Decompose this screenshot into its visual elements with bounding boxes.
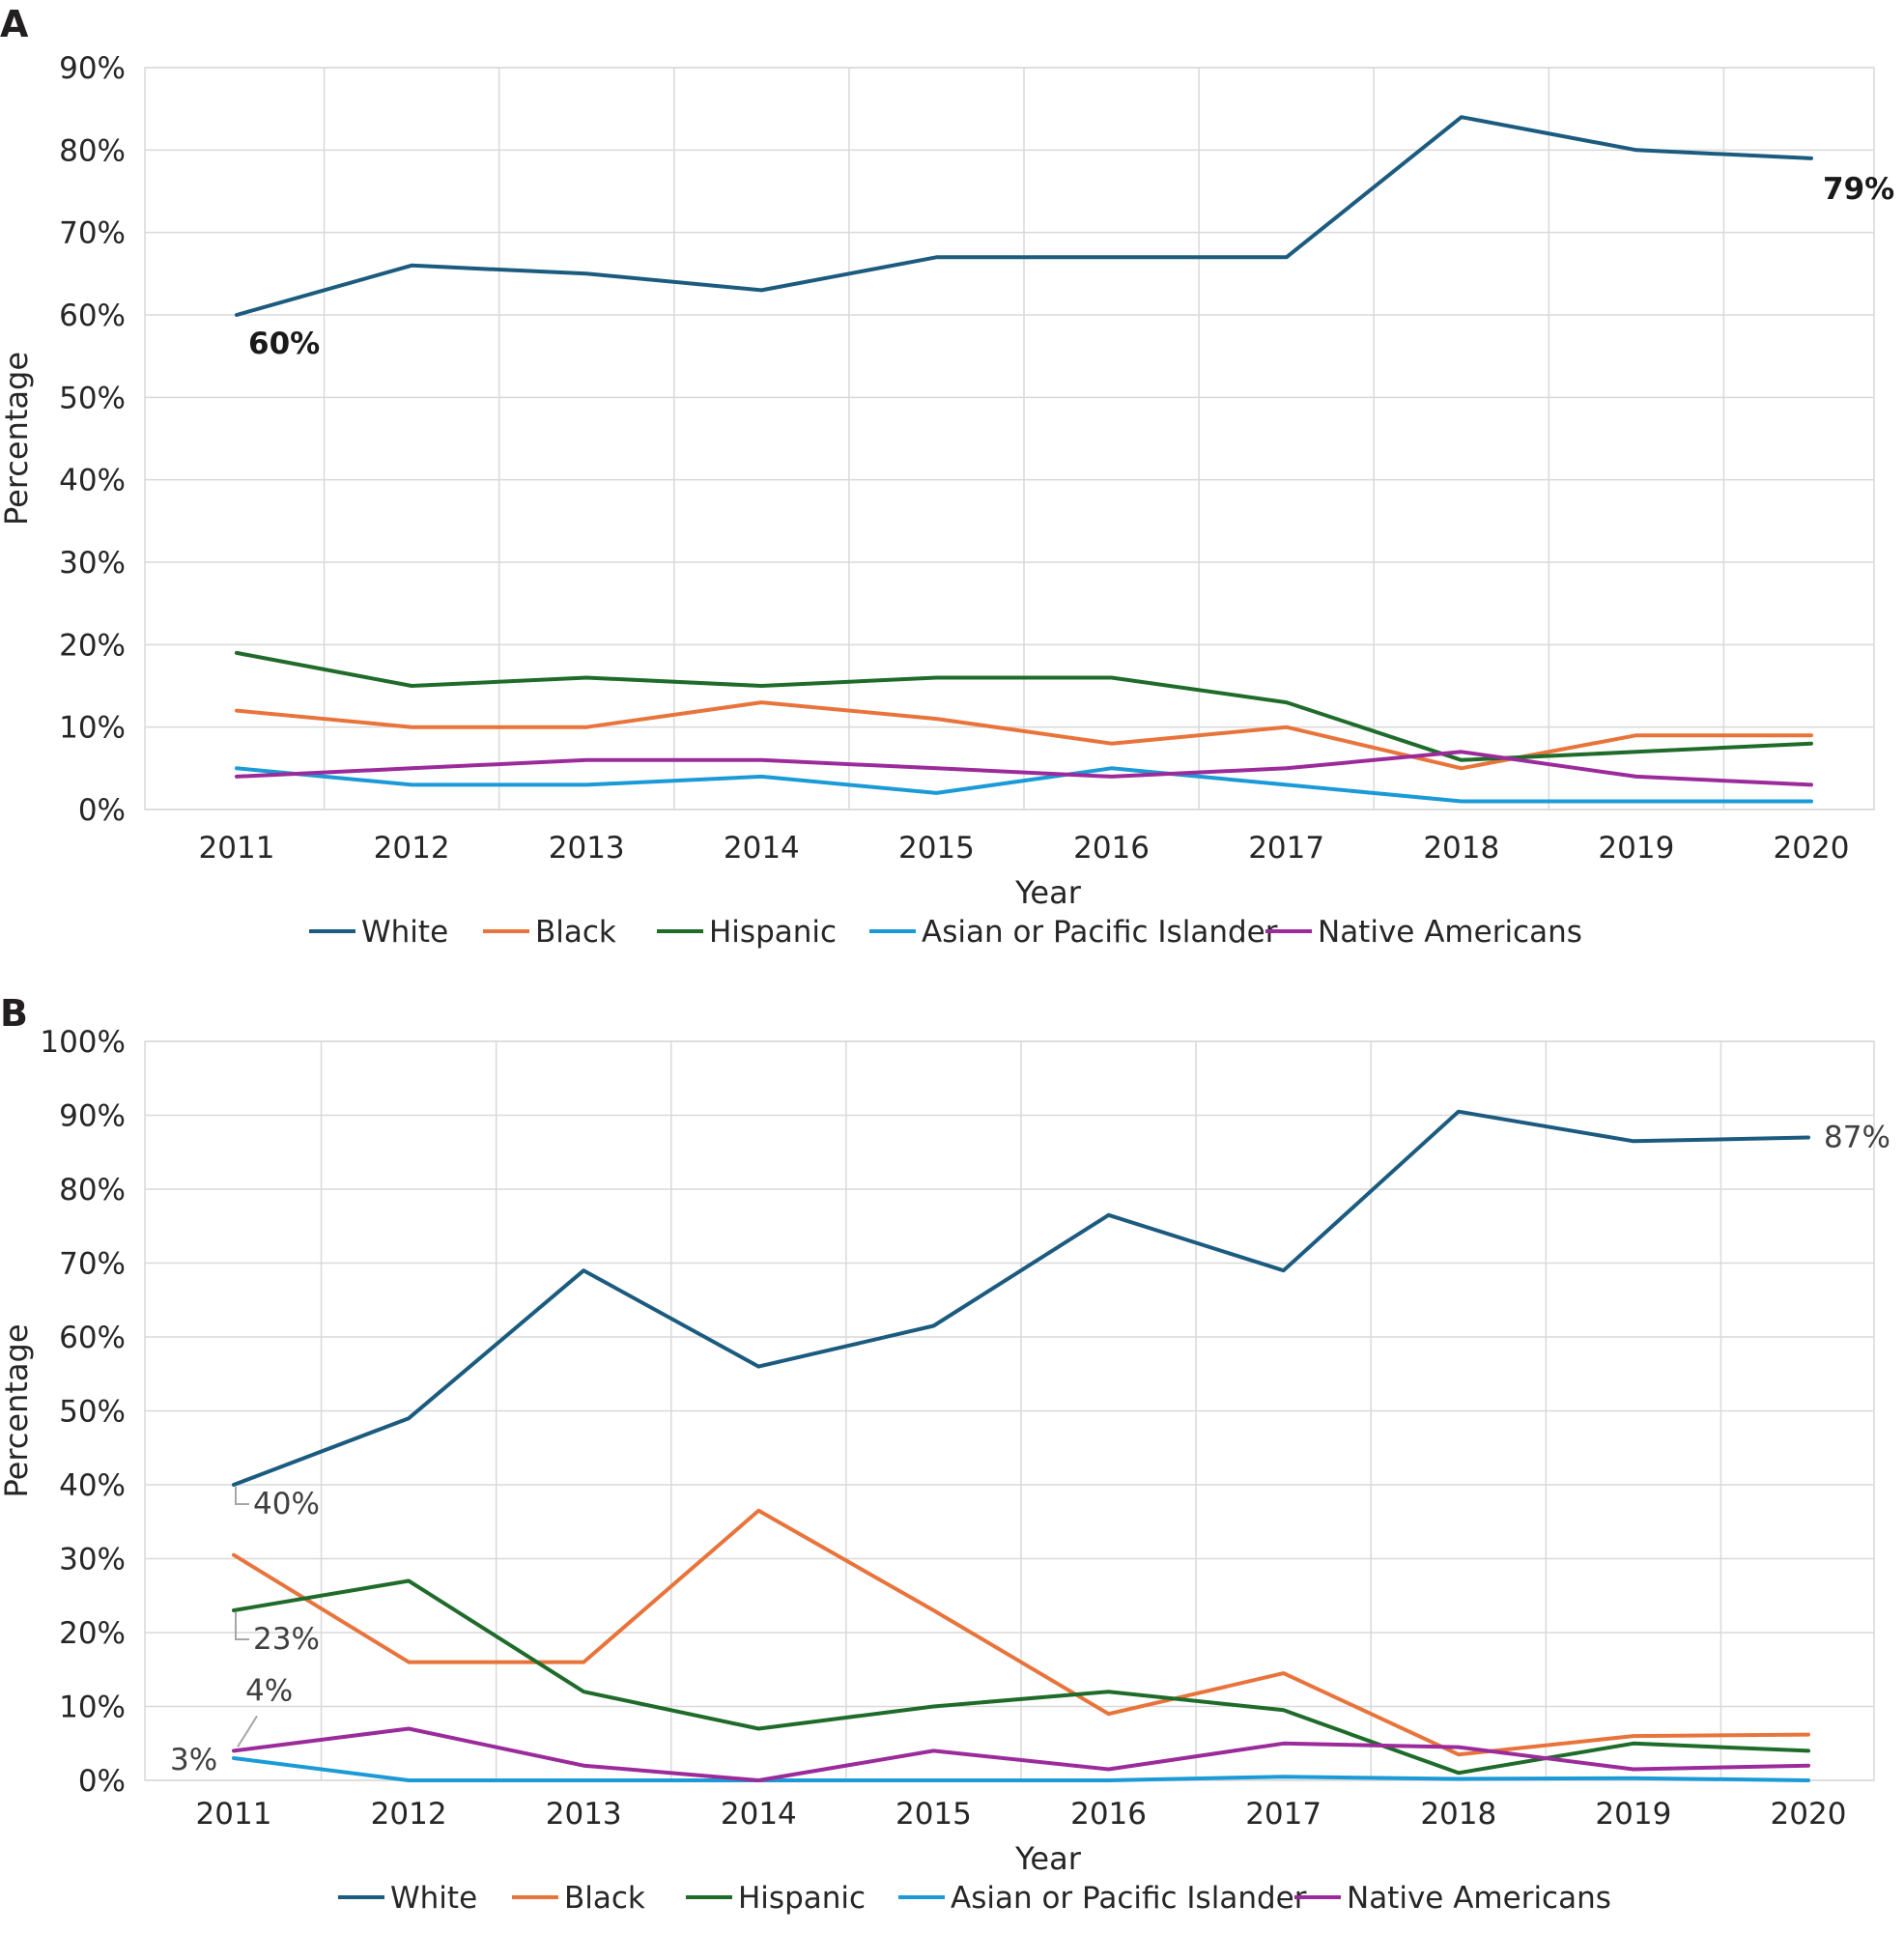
legend-label: Hispanic bbox=[738, 1881, 866, 1916]
chart-panel-a: A 0% 10% 20% 30% 40% 50% 60% 70% 80% 90% 2011 2012 20… bbox=[0, 3, 1894, 950]
y-tick-label: 0% bbox=[78, 793, 126, 828]
series-line-white bbox=[235, 115, 1813, 317]
y-tick-label: 30% bbox=[59, 546, 126, 581]
y-tick-label: 20% bbox=[59, 628, 126, 663]
data-label: 40% bbox=[253, 1487, 320, 1521]
annotation-connector bbox=[235, 1612, 249, 1641]
series-line-black bbox=[235, 700, 1813, 771]
x-tick-label: 2017 bbox=[1248, 831, 1324, 866]
data-label: 3% bbox=[170, 1743, 217, 1777]
y-tick-label: 70% bbox=[59, 216, 126, 251]
data-label: 23% bbox=[253, 1622, 320, 1657]
x-tick-label: 2016 bbox=[1070, 1797, 1147, 1832]
x-tick-label: 2012 bbox=[374, 831, 450, 866]
x-axis-title: Year bbox=[1014, 1840, 1082, 1877]
series-line-asian-or-pacific-islander bbox=[235, 766, 1813, 804]
legend-label: Asian or Pacific Islander bbox=[951, 1881, 1307, 1916]
legend-label: White bbox=[390, 1881, 477, 1916]
x-tick-label: 2017 bbox=[1245, 1797, 1321, 1832]
y-tick-label: 50% bbox=[59, 381, 126, 415]
annotation-connector bbox=[235, 1487, 249, 1505]
y-tick-label: 100% bbox=[40, 1025, 126, 1060]
y-tick-label: 70% bbox=[59, 1247, 126, 1282]
data-label: 79% bbox=[1823, 172, 1894, 207]
y-axis-title: Percentage bbox=[0, 352, 35, 526]
x-tick-label: 2015 bbox=[895, 1797, 972, 1832]
y-tick-label: 30% bbox=[59, 1543, 126, 1578]
legend: White Black Hispanic Asian or Pacific Islan… bbox=[338, 1881, 1611, 1916]
x-tick-label: 2015 bbox=[898, 831, 975, 866]
x-tick-label: 2019 bbox=[1598, 831, 1674, 866]
x-tick-label: 2014 bbox=[721, 1797, 797, 1832]
data-label: 60% bbox=[248, 327, 320, 361]
x-tick-label: 2018 bbox=[1420, 1797, 1496, 1832]
x-tick-label: 2012 bbox=[371, 1797, 447, 1832]
x-tick-label: 2020 bbox=[1774, 831, 1850, 866]
legend-label: Asian or Pacific Islander bbox=[922, 915, 1278, 950]
y-tick-label: 20% bbox=[59, 1616, 126, 1651]
y-tick-label: 60% bbox=[59, 298, 126, 333]
y-tick-label: 40% bbox=[59, 1468, 126, 1503]
legend-label: Native Americans bbox=[1347, 1881, 1611, 1916]
y-tick-label: 90% bbox=[59, 51, 126, 86]
x-tick-label: 2016 bbox=[1073, 831, 1150, 866]
series-line-native-americans bbox=[232, 1726, 1810, 1782]
x-axis-title: Year bbox=[1014, 874, 1082, 911]
y-tick-label: 50% bbox=[59, 1395, 126, 1430]
legend-label: White bbox=[361, 915, 448, 950]
x-tick-label: 2014 bbox=[724, 831, 800, 866]
x-tick-label: 2018 bbox=[1423, 831, 1499, 866]
data-label: 87% bbox=[1824, 1120, 1890, 1154]
y-tick-label: 60% bbox=[59, 1321, 126, 1355]
series-line-black bbox=[232, 1508, 1810, 1757]
y-tick-label: 10% bbox=[59, 711, 126, 746]
x-tick-label: 2020 bbox=[1771, 1797, 1847, 1832]
panel-label: B bbox=[0, 992, 28, 1035]
y-tick-label: 80% bbox=[59, 1173, 126, 1208]
y-tick-label: 90% bbox=[59, 1099, 126, 1134]
legend: White Black Hispanic Asian or Pacific Islan… bbox=[309, 915, 1582, 950]
data-label: 4% bbox=[245, 1673, 293, 1708]
panel-label: A bbox=[0, 3, 29, 45]
legend-label: Black bbox=[535, 915, 616, 950]
plot-area bbox=[144, 67, 1875, 810]
legend-label: Black bbox=[564, 1881, 645, 1916]
x-tick-label: 2011 bbox=[196, 1797, 272, 1832]
y-tick-label: 40% bbox=[59, 464, 126, 498]
annotation-connector bbox=[237, 1715, 258, 1748]
series-line-native-americans bbox=[235, 750, 1813, 787]
y-axis-title: Percentage bbox=[0, 1323, 35, 1497]
x-tick-label: 2019 bbox=[1595, 1797, 1671, 1832]
x-tick-label: 2013 bbox=[546, 1797, 622, 1832]
x-tick-label: 2013 bbox=[549, 831, 625, 866]
legend-label: Hispanic bbox=[709, 915, 837, 950]
series-line-hispanic bbox=[235, 650, 1813, 762]
y-tick-label: 80% bbox=[59, 133, 126, 168]
legend-label: Native Americans bbox=[1318, 915, 1582, 950]
series-line-white bbox=[232, 1109, 1810, 1487]
y-tick-label: 10% bbox=[59, 1691, 126, 1725]
chart-panel-b: B 0% 10% 20% 30% 40% 50% 60% 70% 80% 90% 100% 2011 20… bbox=[0, 992, 1890, 1916]
y-tick-label: 0% bbox=[78, 1764, 126, 1799]
series-line-asian-or-pacific-islander bbox=[232, 1756, 1810, 1782]
x-tick-label: 2011 bbox=[199, 831, 275, 866]
